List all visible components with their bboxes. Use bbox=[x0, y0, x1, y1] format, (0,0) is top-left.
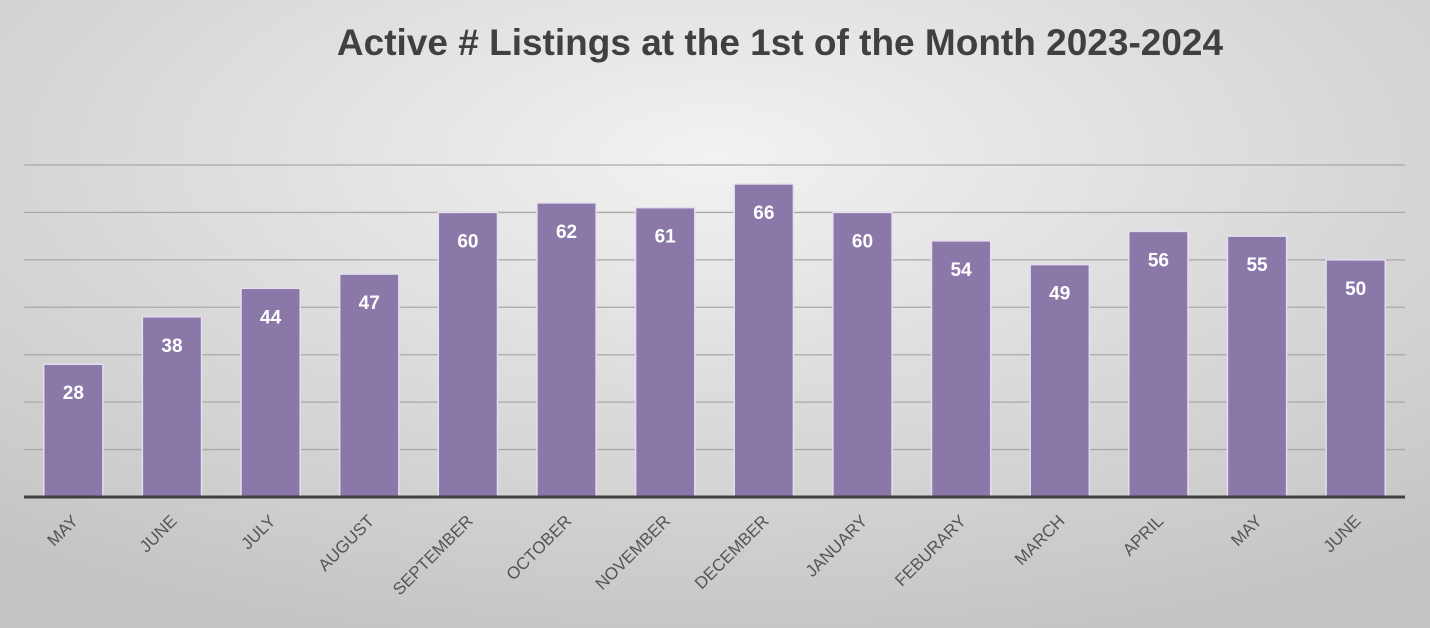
bar bbox=[930, 240, 992, 498]
bar bbox=[437, 211, 499, 498]
bar bbox=[634, 206, 696, 498]
bar bbox=[733, 183, 795, 498]
data-label: 44 bbox=[260, 307, 282, 328]
bar bbox=[832, 211, 893, 498]
data-label: 60 bbox=[852, 231, 873, 252]
bar bbox=[240, 287, 301, 498]
chart-title: Active # Listings at the 1st of the Mont… bbox=[337, 22, 1224, 63]
data-label: 47 bbox=[359, 293, 380, 314]
bar bbox=[1128, 230, 1189, 498]
bar bbox=[1325, 259, 1387, 498]
data-label: 60 bbox=[457, 231, 478, 252]
data-label: 62 bbox=[556, 222, 577, 243]
data-label: 49 bbox=[1049, 284, 1070, 305]
data-label: 66 bbox=[753, 203, 774, 224]
bar bbox=[536, 202, 597, 498]
data-label: 54 bbox=[951, 260, 973, 281]
bar bbox=[1226, 235, 1288, 498]
data-label: 38 bbox=[161, 336, 182, 357]
data-label: 50 bbox=[1345, 279, 1366, 300]
bar bbox=[1029, 263, 1091, 498]
bar bbox=[338, 273, 400, 498]
data-label: 55 bbox=[1246, 255, 1268, 276]
data-label: 56 bbox=[1148, 250, 1169, 271]
data-label: 61 bbox=[655, 227, 677, 248]
data-label: 28 bbox=[63, 383, 84, 404]
bar bbox=[42, 363, 104, 498]
bar bbox=[141, 316, 203, 498]
